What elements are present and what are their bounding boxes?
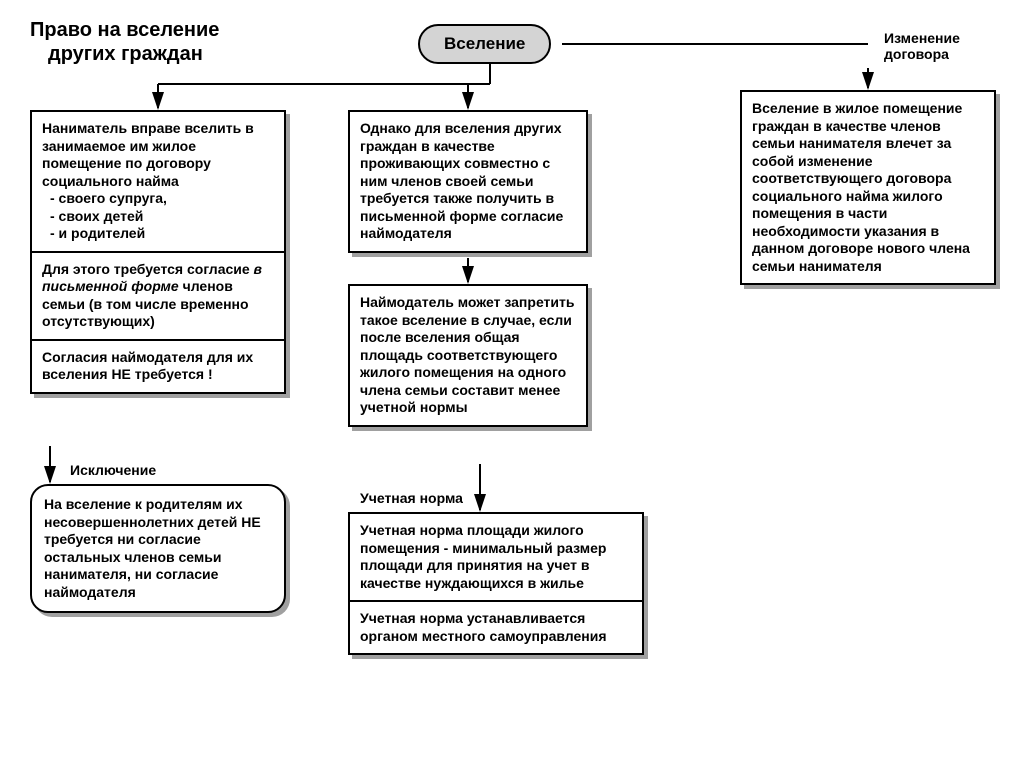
col3-box: Вселение в жилое помещение граждан в кач… [740, 90, 996, 285]
title-line2: других граждан [30, 42, 219, 66]
col1-cell1: Наниматель вправе вселить в занимаемое и… [32, 112, 284, 253]
norm-cell1: Учетная норма площади жилого помещения -… [350, 514, 642, 602]
col1-cell3: Согласия наймодателя для их вселения НЕ … [32, 341, 284, 392]
root-node: Вселение [418, 24, 551, 64]
col3-text: Вселение в жилое помещение граждан в кач… [752, 100, 970, 274]
col1-c1-b3: - и родителей [42, 225, 274, 243]
col2-box1: Однако для вселения других граждан в кач… [348, 110, 588, 253]
col1-stack: Наниматель вправе вселить в занимаемое и… [30, 110, 286, 394]
col1-c1-intro: Наниматель вправе вселить в занимаемое и… [42, 120, 274, 190]
label-contract-change: Изменение договора [884, 30, 1004, 62]
col2-box2: Наймодатель может запретить такое вселен… [348, 284, 588, 427]
title-line1: Право на вселение [30, 18, 219, 42]
col1-c1-b2: - своих детей [42, 208, 274, 226]
norm-cell2: Учетная норма устанавливается органом ме… [350, 602, 642, 653]
page-title: Право на вселение других граждан [30, 18, 219, 66]
label-norm: Учетная норма [360, 490, 463, 506]
root-label: Вселение [444, 34, 525, 53]
col2-b1-text: Однако для вселения других граждан в кач… [360, 120, 563, 241]
col2-b2-text: Наймодатель может запретить такое вселен… [360, 294, 574, 415]
exception-box: На вселение к родителям их несовершеннол… [30, 484, 286, 613]
col1-cell2: Для этого требуется согласие в письменно… [32, 253, 284, 341]
label-exception: Исключение [70, 462, 156, 478]
col1-c2-pre: Для этого требуется согласие [42, 261, 254, 277]
exception-text: На вселение к родителям их несовершеннол… [44, 496, 261, 600]
norm-stack: Учетная норма площади жилого помещения -… [348, 512, 644, 655]
col1-c1-b1: - своего супруга, [42, 190, 274, 208]
